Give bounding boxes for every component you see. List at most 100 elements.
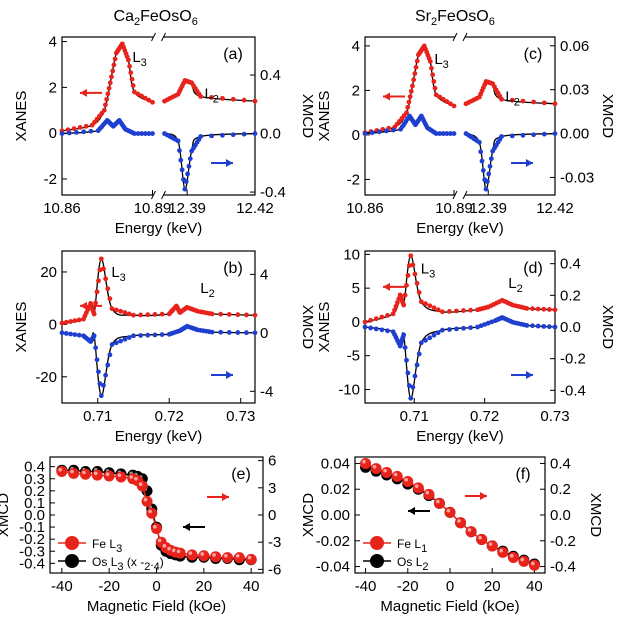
- xmcd-point: [159, 332, 165, 337]
- fe-point: [68, 467, 80, 479]
- fe-point: [146, 507, 158, 519]
- edge-label-l2: L2: [200, 280, 214, 300]
- xanes-point: [94, 289, 100, 295]
- xmcd-point: [74, 129, 79, 135]
- x-tick-label: 12.42: [536, 200, 574, 217]
- xmcd-point: [433, 131, 439, 136]
- y2-tick-label: 6: [268, 453, 276, 470]
- xanes-point: [109, 306, 115, 312]
- y-axis-label: XMCD: [0, 493, 12, 537]
- x-tick-label: -20: [98, 578, 120, 595]
- xanes-point: [440, 96, 446, 102]
- fe-point: [141, 495, 153, 507]
- fe-point: [391, 470, 403, 482]
- panel-label: (c): [524, 46, 543, 63]
- xanes-point: [83, 123, 89, 129]
- chart-b: -20 0 20 -4 0 4 0.71 0.72 0.73 Energy (keV) XANES X…: [13, 250, 316, 445]
- xanes-point: [404, 282, 409, 288]
- fe-point: [528, 559, 540, 571]
- edge-label-l3: L3: [421, 261, 435, 281]
- point-highlight: [162, 544, 167, 548]
- fe-point: [497, 546, 509, 558]
- fe-point: [80, 468, 91, 480]
- fe-point: [433, 497, 445, 509]
- xmcd-point: [435, 330, 441, 336]
- xmcd-point: [139, 131, 145, 136]
- xanes-point: [435, 307, 441, 313]
- legend-label: Os L3 (x -2.4): [92, 555, 164, 573]
- point-highlight: [93, 471, 98, 476]
- chart-d: -10 -5 0 5 10 -0.4 -0.2 0.0 0.2 0.4 0.71 0.72 0.73 En…: [316, 246, 616, 445]
- xmcd-point: [410, 384, 416, 390]
- xmcd-point: [373, 326, 379, 332]
- axis-break-gap: [455, 193, 465, 197]
- y2-tick-label: -0.4: [560, 382, 586, 399]
- xmcd-point: [81, 129, 87, 135]
- axis-break-mark: [161, 32, 166, 42]
- fe-point: [360, 457, 372, 469]
- xanes-point: [546, 307, 552, 312]
- xmcd-point: [103, 372, 109, 378]
- xmcd-point: [97, 381, 103, 387]
- xanes-point: [198, 94, 204, 99]
- xmcd-point: [478, 149, 484, 155]
- xanes-point: [406, 99, 412, 105]
- y-axis-label: XMCD: [300, 493, 317, 537]
- xanes-point: [401, 302, 407, 308]
- point-highlight: [129, 475, 134, 479]
- edge-label-l3: L3: [132, 49, 146, 69]
- xmcd-point: [209, 133, 214, 139]
- y-tick-label: 2: [49, 79, 57, 96]
- xmcd-point: [179, 167, 185, 173]
- xanes-point: [145, 312, 151, 318]
- xmcd-point: [552, 324, 558, 330]
- point-highlight: [467, 528, 472, 532]
- y-tick-label: 0: [49, 125, 57, 142]
- xanes-point: [135, 91, 141, 97]
- point-highlight: [138, 482, 143, 487]
- xanes-point: [393, 303, 399, 309]
- x-axis-label: Energy (keV): [115, 220, 203, 237]
- xmcd-point: [63, 331, 69, 336]
- y-tick-label: 4: [352, 38, 360, 55]
- xanes-point: [394, 300, 400, 305]
- y2-tick-label: 0.4: [260, 67, 281, 84]
- y2-tick-label: -0.2: [560, 351, 586, 368]
- x-tick-label: -40: [51, 578, 73, 595]
- fe-point: [465, 526, 477, 538]
- xmcd-point: [183, 179, 189, 184]
- xmcd-point: [552, 131, 558, 136]
- xmcd-point: [59, 330, 65, 336]
- xmcd-point: [175, 138, 181, 144]
- xmcd-point: [150, 131, 155, 136]
- x-tick-label: -40: [355, 578, 377, 595]
- xmcd-point: [408, 395, 414, 401]
- xmcd-point: [131, 333, 136, 339]
- column-title: Sr2FeOsO6: [415, 8, 495, 28]
- fe-point: [245, 553, 257, 565]
- point-highlight: [167, 546, 171, 551]
- xanes-axis-arrow-head: [383, 92, 390, 101]
- x-tick-label: 0.71: [400, 408, 429, 425]
- point-highlight: [117, 473, 122, 477]
- xanes-point: [541, 306, 547, 312]
- fe-point: [115, 471, 127, 483]
- point-highlight: [414, 484, 419, 488]
- xmcd-point: [76, 332, 82, 338]
- fe-point: [56, 466, 68, 477]
- xanes-point: [431, 305, 437, 311]
- xmcd-point: [531, 132, 537, 138]
- xanes-point: [142, 95, 148, 101]
- axis-break-gap: [153, 35, 164, 39]
- xanes-point: [410, 83, 415, 89]
- legend-label: Fe L3: [92, 537, 122, 555]
- xmcd-point: [402, 345, 408, 350]
- xmcd-point: [94, 357, 100, 363]
- xmcd-point: [226, 330, 232, 335]
- xmcd-point: [122, 336, 128, 342]
- legend-label: Os L2: [397, 555, 429, 573]
- point-highlight: [172, 548, 176, 553]
- xmcd-point: [401, 332, 407, 338]
- xanes-axis-arrow-head: [80, 301, 87, 310]
- xmcd-point: [483, 186, 489, 192]
